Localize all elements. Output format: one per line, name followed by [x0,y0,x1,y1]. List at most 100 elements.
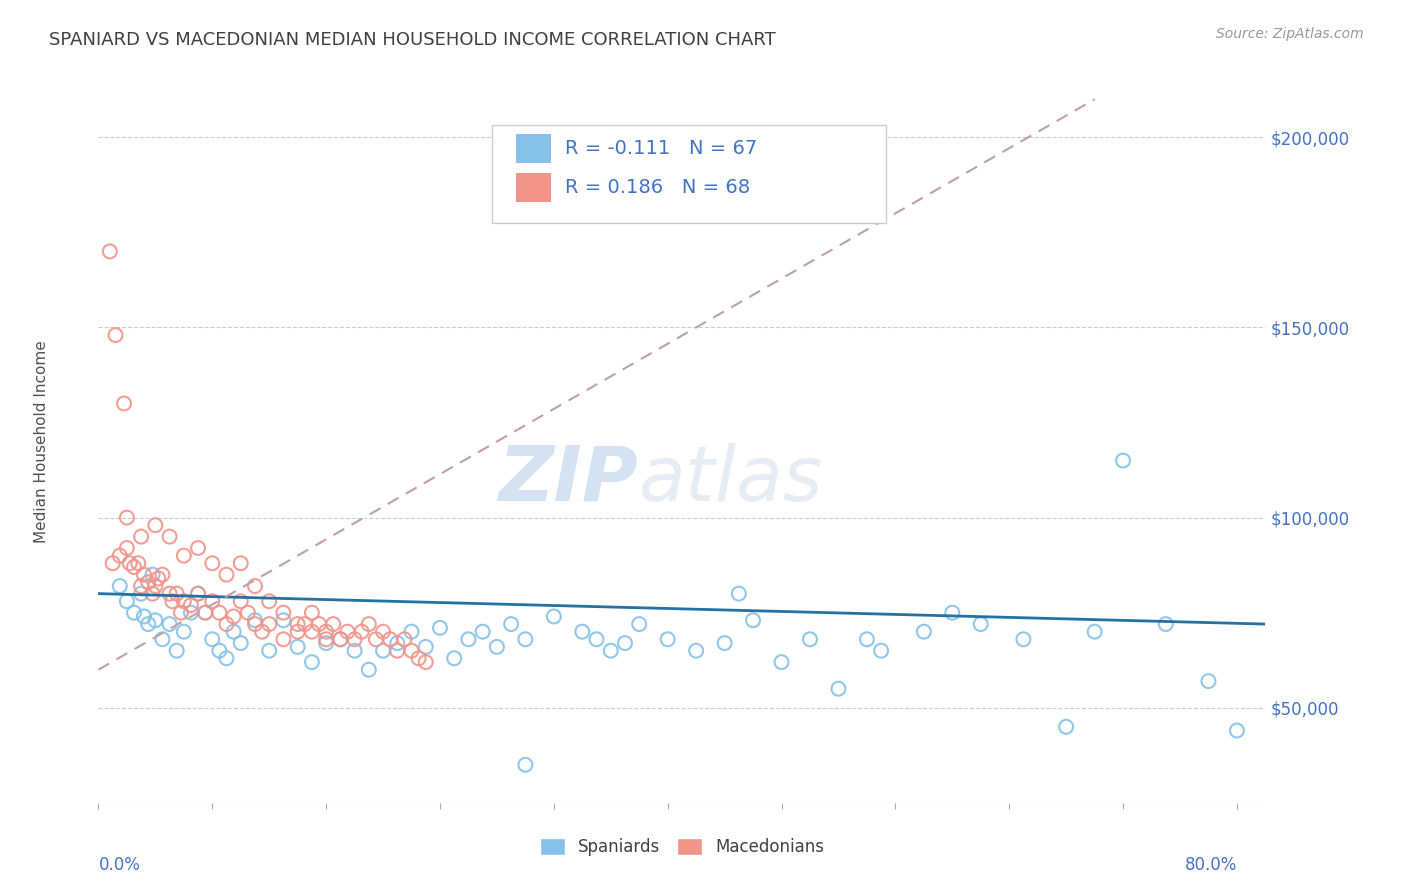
Text: 80.0%: 80.0% [1185,856,1237,874]
Point [273,632,295,647]
Point [322,617,344,632]
Point [104,328,127,343]
Point [101,556,124,570]
Point [387,636,409,650]
Point [143,613,166,627]
Point [257,617,280,632]
Point [827,681,849,696]
Point [401,643,423,657]
Point [143,518,166,533]
Point [628,617,651,632]
Point [159,587,181,601]
Point [329,632,352,647]
Point [136,617,159,632]
Point [599,643,621,657]
Point [243,617,266,632]
Text: ZIP: ZIP [499,442,640,516]
Point [443,651,465,665]
Point [1112,453,1135,467]
Text: atlas: atlas [640,442,824,516]
Point [122,606,145,620]
Point [614,636,637,650]
Legend: Spaniards, Macedonians: Spaniards, Macedonians [533,831,831,863]
Point [1154,617,1177,632]
Point [152,632,174,647]
Point [770,655,793,669]
Point [1198,674,1220,689]
Point [870,643,893,657]
Point [336,624,359,639]
Point [301,655,323,669]
Point [257,643,280,657]
Point [727,587,749,601]
Point [571,624,593,639]
Point [148,571,170,585]
Point [429,621,451,635]
Point [208,606,231,620]
Point [357,663,380,677]
Text: Median Household Income: Median Household Income [34,340,49,543]
Point [132,609,155,624]
Point [1054,720,1077,734]
Point [799,632,821,647]
Point [129,530,152,544]
Point [257,594,280,608]
Point [141,587,163,601]
Point [301,624,323,639]
Point [387,643,409,657]
Point [173,624,195,639]
Point [166,587,188,601]
Point [1226,723,1249,738]
Point [515,757,537,772]
Text: 0.0%: 0.0% [98,856,141,874]
Point [132,567,155,582]
Point [180,598,202,612]
Point [685,643,707,657]
Point [343,643,366,657]
Point [408,651,430,665]
Point [187,587,209,601]
Point [141,567,163,582]
Point [201,594,224,608]
Point [115,541,138,555]
Point [713,636,735,650]
Point [162,594,184,608]
Point [457,632,479,647]
Point [129,579,152,593]
Point [742,613,765,627]
Point [585,632,607,647]
Point [194,606,217,620]
Point [170,606,193,620]
Point [229,556,252,570]
Point [401,624,423,639]
Point [329,632,352,647]
Point [222,624,245,639]
Point [201,556,224,570]
Point [308,617,330,632]
Point [287,624,309,639]
Point [273,606,295,620]
Point [343,632,366,647]
Text: Source: ZipAtlas.com: Source: ZipAtlas.com [1216,27,1364,41]
Point [187,587,209,601]
Point [856,632,879,647]
Point [515,632,537,647]
Point [136,575,159,590]
Point [173,549,195,563]
Point [357,617,380,632]
Point [118,556,141,570]
Point [129,587,152,601]
Point [350,624,373,639]
Point [108,579,131,593]
Point [315,636,337,650]
Point [243,579,266,593]
Point [315,624,337,639]
Point [371,643,394,657]
Point [294,617,316,632]
Point [159,617,181,632]
Point [501,617,523,632]
Point [250,624,273,639]
Point [229,594,252,608]
Point [98,244,121,259]
Point [127,556,149,570]
